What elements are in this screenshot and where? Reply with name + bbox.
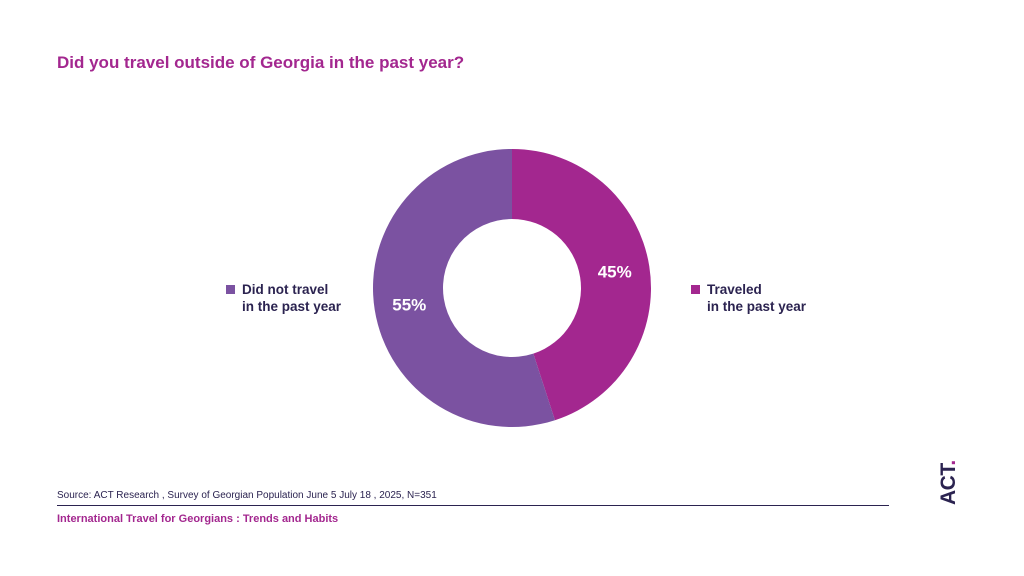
data-label-traveled: 45%	[598, 263, 632, 282]
legend-label-traveled-line2: in the past year	[707, 299, 807, 314]
legend-item-not-traveled: Did not travel in the past year	[226, 281, 341, 315]
legend-label-traveled-line1: Traveled	[707, 282, 762, 297]
footer-title: International Travel for Georgians : Tre…	[57, 513, 339, 525]
donut-slice-traveled	[512, 149, 651, 421]
legend-item-traveled: Traveled in the past year	[691, 281, 806, 315]
legend-label-not-traveled-line1: Did not travel	[242, 282, 329, 297]
act-logo: ACT.	[937, 460, 961, 505]
donut-slice-not-traveled	[373, 149, 555, 428]
logo-dot: .	[937, 460, 960, 466]
footer-divider	[57, 505, 889, 506]
source-note: Source: ACT Research , Survey of Georgia…	[57, 490, 437, 501]
data-label-not-traveled: 55%	[392, 295, 426, 314]
legend-swatch-traveled	[691, 285, 700, 294]
logo-text: ACT	[937, 465, 960, 505]
chart-title: Did you travel outside of Georgia in the…	[57, 53, 465, 72]
legend-swatch-not-traveled	[226, 285, 235, 294]
legend-label-not-traveled-line2: in the past year	[242, 299, 342, 314]
